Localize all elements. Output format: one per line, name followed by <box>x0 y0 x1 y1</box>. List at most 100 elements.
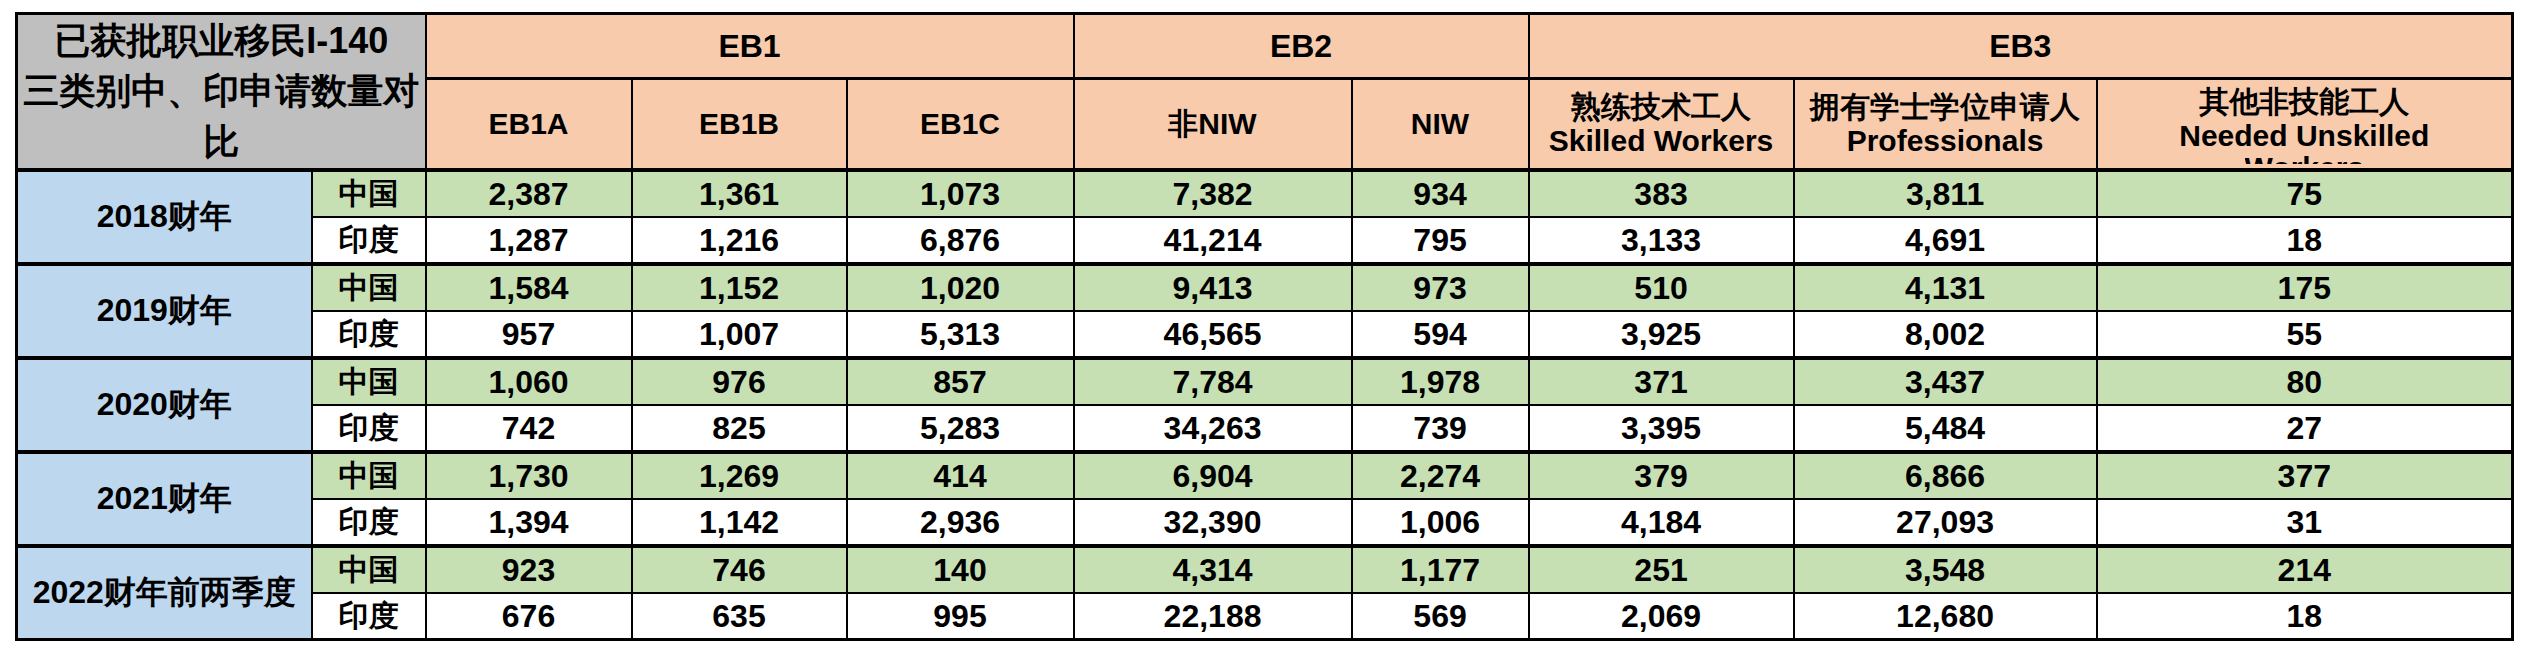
value-cell: 6,876 <box>847 217 1074 264</box>
country-label: 印度 <box>312 405 426 452</box>
column-header-non-niw: 非NIW <box>1074 79 1352 171</box>
table-row: 2021财年中国1,7301,2694146,9042,2743796,8663… <box>17 452 2513 499</box>
group-header-eb2: EB2 <box>1074 14 1529 79</box>
value-cell: 1,394 <box>426 499 632 546</box>
value-cell: 34,263 <box>1074 405 1352 452</box>
value-cell: 1,269 <box>632 452 847 499</box>
value-cell: 995 <box>847 593 1074 640</box>
value-cell: 7,784 <box>1074 358 1352 405</box>
value-cell: 377 <box>2097 452 2513 499</box>
value-cell: 857 <box>847 358 1074 405</box>
country-label: 印度 <box>312 311 426 358</box>
column-header-line: Skilled Workers <box>1549 124 1774 158</box>
value-cell: 4,691 <box>1794 217 2097 264</box>
value-cell: 4,131 <box>1794 264 2097 311</box>
value-cell: 55 <box>2097 311 2513 358</box>
column-header-eb1a: EB1A <box>426 79 632 171</box>
value-cell: 746 <box>632 546 847 593</box>
value-cell: 795 <box>1352 217 1529 264</box>
column-header-line: NIW <box>1411 107 1469 141</box>
value-cell: 973 <box>1352 264 1529 311</box>
country-label: 印度 <box>312 217 426 264</box>
value-cell: 175 <box>2097 264 2513 311</box>
value-cell: 1,142 <box>632 499 847 546</box>
column-header-line: Workers <box>2245 153 2365 164</box>
value-cell: 414 <box>847 452 1074 499</box>
table-row: 2019财年中国1,5841,1521,0209,4139735104,1311… <box>17 264 2513 311</box>
country-label: 中国 <box>312 546 426 593</box>
value-cell: 3,133 <box>1529 217 1794 264</box>
value-cell: 569 <box>1352 593 1529 640</box>
value-cell: 383 <box>1529 170 1794 217</box>
column-header-niw: NIW <box>1352 79 1529 171</box>
value-cell: 635 <box>632 593 847 640</box>
value-cell: 27,093 <box>1794 499 2097 546</box>
column-header-line: 熟练技术工人 <box>1571 90 1751 124</box>
value-cell: 22,188 <box>1074 593 1352 640</box>
value-cell: 4,314 <box>1074 546 1352 593</box>
country-label: 中国 <box>312 264 426 311</box>
country-label: 中国 <box>312 452 426 499</box>
value-cell: 8,002 <box>1794 311 2097 358</box>
column-header-line: Professionals <box>1847 124 2044 158</box>
value-cell: 1,177 <box>1352 546 1529 593</box>
value-cell: 1,073 <box>847 170 1074 217</box>
value-cell: 1,006 <box>1352 499 1529 546</box>
value-cell: 825 <box>632 405 847 452</box>
value-cell: 80 <box>2097 358 2513 405</box>
value-cell: 3,395 <box>1529 405 1794 452</box>
group-header-eb3: EB3 <box>1529 14 2513 79</box>
country-label: 印度 <box>312 499 426 546</box>
value-cell: 41,214 <box>1074 217 1352 264</box>
year-label-2: 2020财年 <box>17 358 312 452</box>
country-label: 印度 <box>312 593 426 640</box>
value-cell: 18 <box>2097 217 2513 264</box>
value-cell: 3,925 <box>1529 311 1794 358</box>
table-corner-title: 已获批职业移民I-140 三类别中、印申请数量对比 <box>17 14 426 171</box>
value-cell: 7,382 <box>1074 170 1352 217</box>
table-row: 印度9571,0075,31346,5655943,9258,00255 <box>17 311 2513 358</box>
year-label-0: 2018财年 <box>17 170 312 264</box>
value-cell: 371 <box>1529 358 1794 405</box>
table-row: 印度1,3941,1422,93632,3901,0064,18427,0933… <box>17 499 2513 546</box>
value-cell: 739 <box>1352 405 1529 452</box>
column-header-line: Needed Unskilled <box>2179 119 2429 153</box>
value-cell: 140 <box>847 546 1074 593</box>
value-cell: 1,020 <box>847 264 1074 311</box>
value-cell: 934 <box>1352 170 1529 217</box>
group-header-eb1: EB1 <box>426 14 1074 79</box>
value-cell: 1,216 <box>632 217 847 264</box>
column-header-skilled-workers: 熟练技术工人Skilled Workers <box>1529 79 1794 171</box>
value-cell: 6,866 <box>1794 452 2097 499</box>
table-row: 2020财年中国1,0609768577,7841,9783713,43780 <box>17 358 2513 405</box>
value-cell: 214 <box>2097 546 2513 593</box>
value-cell: 957 <box>426 311 632 358</box>
value-cell: 251 <box>1529 546 1794 593</box>
value-cell: 2,274 <box>1352 452 1529 499</box>
year-label-1: 2019财年 <box>17 264 312 358</box>
column-header-unskilled-workers: 其他非技能工人Needed UnskilledWorkers <box>2097 79 2513 171</box>
column-header-line: 其他非技能工人 <box>2199 85 2409 119</box>
value-cell: 27 <box>2097 405 2513 452</box>
value-cell: 4,184 <box>1529 499 1794 546</box>
page: { "colors": { "corner_bg": "#BFBFBF", "h… <box>0 0 2524 662</box>
corner-title-line1: 已获批职业移民I-140 <box>54 20 388 61</box>
column-header-line: 非NIW <box>1168 107 1256 141</box>
value-cell: 1,978 <box>1352 358 1529 405</box>
value-cell: 1,152 <box>632 264 847 311</box>
value-cell: 1,730 <box>426 452 632 499</box>
value-cell: 18 <box>2097 593 2513 640</box>
value-cell: 31 <box>2097 499 2513 546</box>
value-cell: 1,361 <box>632 170 847 217</box>
value-cell: 75 <box>2097 170 2513 217</box>
column-header-professionals: 拥有学士学位申请人Professionals <box>1794 79 2097 171</box>
value-cell: 2,069 <box>1529 593 1794 640</box>
value-cell: 32,390 <box>1074 499 1352 546</box>
value-cell: 9,413 <box>1074 264 1352 311</box>
i140-comparison-table: 已获批职业移民I-140 三类别中、印申请数量对比 EB1 EB2 EB3 EB… <box>15 12 2514 641</box>
value-cell: 923 <box>426 546 632 593</box>
value-cell: 6,904 <box>1074 452 1352 499</box>
year-label-3: 2021财年 <box>17 452 312 546</box>
value-cell: 12,680 <box>1794 593 2097 640</box>
value-cell: 2,936 <box>847 499 1074 546</box>
